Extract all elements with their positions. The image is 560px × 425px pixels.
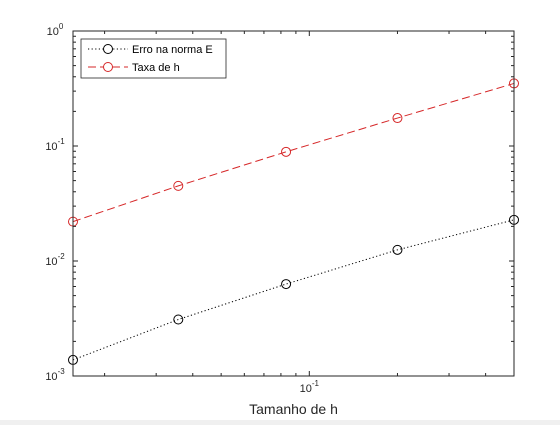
x-tick-label: 10-1 (300, 379, 320, 395)
y-tick-label: 10-3 (45, 367, 65, 383)
y-tick-label: 100 (47, 22, 64, 38)
series-1-marker (173, 314, 184, 325)
legend-label-1: Erro na norma E (132, 44, 213, 56)
series-1-marker (392, 244, 403, 255)
y-tick-label: 10-1 (45, 137, 65, 153)
series-2-marker (281, 146, 292, 157)
legend: Erro na norma E Taxa de h (80, 38, 227, 79)
series-line-2 (72, 82, 515, 223)
legend-label-2: Taxa de h (132, 62, 180, 74)
axes-box (72, 30, 515, 377)
series-2-marker (173, 180, 184, 191)
x-axis-label: Tamanho de h (249, 401, 338, 417)
series-2-marker (392, 113, 403, 124)
legend-marker-1 (103, 44, 113, 54)
y-tick-label: 10-2 (45, 252, 65, 268)
legend-marker-2 (103, 62, 113, 72)
axes-background (73, 31, 514, 376)
series-1-marker (281, 279, 292, 290)
